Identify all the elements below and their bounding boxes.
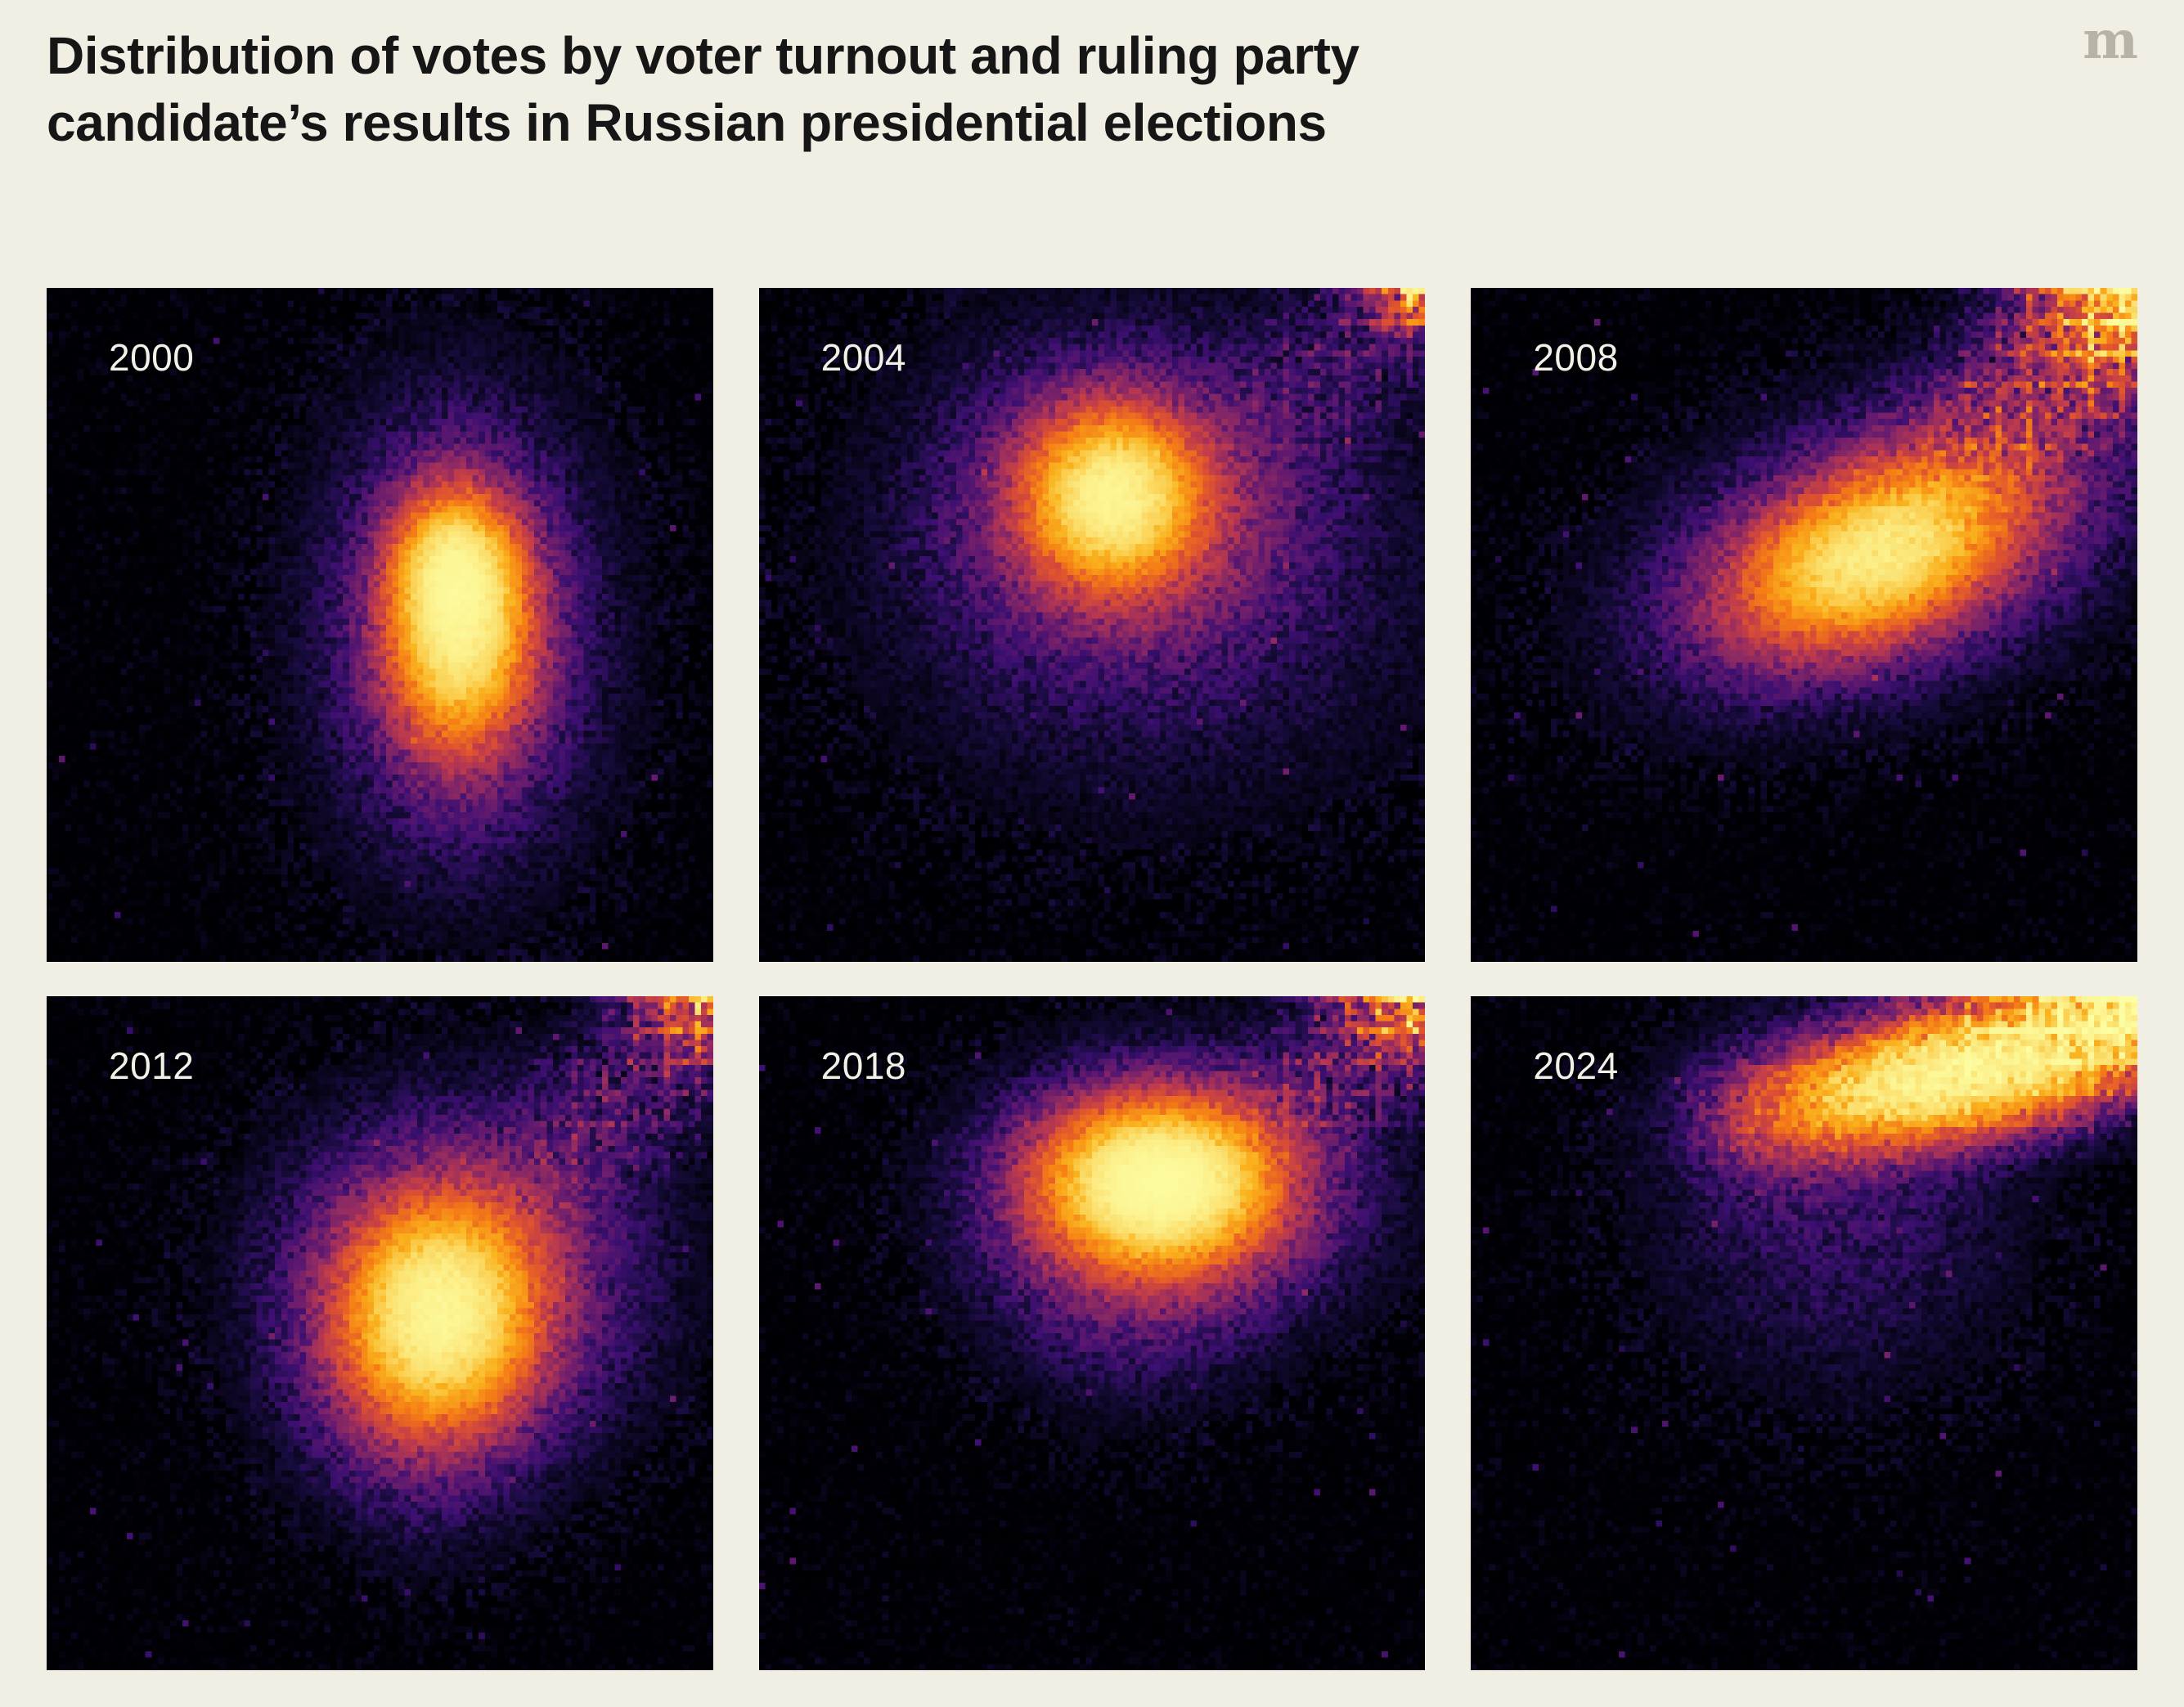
panel-year-label: 2008: [1533, 336, 1619, 379]
meduza-logo: m: [2083, 10, 2138, 71]
heatmap-panel-2012: 2012: [47, 996, 713, 1670]
density-heatmap-canvas-2018: [758, 996, 1426, 1670]
density-heatmap-canvas-2012: [47, 996, 713, 1670]
density-heatmap-canvas-2000: [47, 288, 713, 962]
heatmap-panel-2018: 2018: [758, 996, 1426, 1670]
header: Distribution of votes by voter turnout a…: [0, 0, 2184, 157]
heatmap-panel-2008: 2008: [1471, 288, 2137, 962]
heatmap-panel-2004: 2004: [758, 288, 1426, 962]
panel-year-label: 2024: [1533, 1044, 1619, 1087]
density-heatmap-canvas-2024: [1471, 996, 2137, 1670]
heatmap-grid: 2000 2004 2008 2012 2018 2024: [47, 288, 2137, 1670]
density-heatmap-canvas-2004: [758, 288, 1426, 962]
panel-year-label: 2012: [109, 1044, 195, 1087]
heatmap-panel-2024: 2024: [1471, 996, 2137, 1670]
panel-year-label: 2000: [109, 336, 195, 379]
page-title: Distribution of votes by voter turnout a…: [47, 26, 1359, 152]
heatmap-panel-2000: 2000: [47, 288, 713, 962]
density-heatmap-canvas-2008: [1471, 288, 2137, 962]
panel-year-label: 2004: [820, 336, 906, 379]
panel-year-label: 2018: [820, 1044, 906, 1087]
